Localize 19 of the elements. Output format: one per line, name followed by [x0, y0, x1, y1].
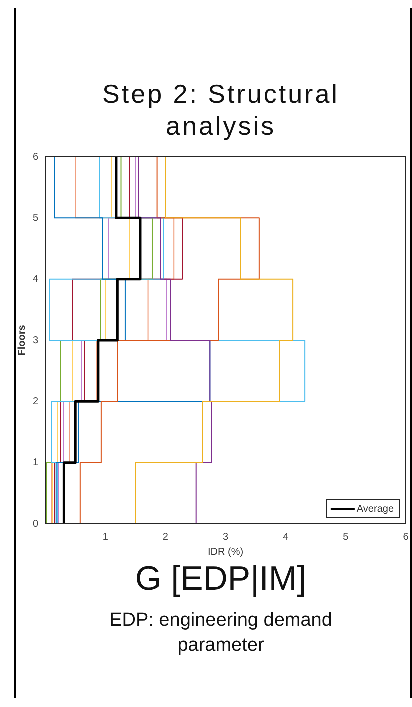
y-tick-label: 4	[33, 274, 39, 286]
y-tick-label: 1	[33, 458, 39, 469]
x-tick-label: 5	[343, 532, 350, 543]
x-axis-title: IDR (%)	[208, 546, 244, 558]
x-tick-label: 6	[403, 532, 410, 543]
y-axis-title: Floors	[16, 324, 28, 356]
y-tick-label: 5	[33, 212, 39, 224]
text: G [EDP|IM]	[134, 560, 308, 599]
chart-title: Step 2: Structural analysis	[102, 78, 340, 142]
x-tick-label: 1	[102, 532, 109, 543]
x-tick-label: 3	[223, 532, 229, 543]
y-tick-label: 0	[33, 518, 39, 530]
legend-label: Average	[356, 504, 394, 515]
x-tick-label: 4	[283, 532, 290, 543]
y-tick-label: 3	[33, 335, 39, 346]
y-tick-label: 6	[33, 152, 39, 163]
x-tick-label: 2	[162, 532, 169, 543]
y-tick-label: 2	[33, 396, 39, 408]
text: EDP: engineering demand parameter	[108, 609, 334, 658]
